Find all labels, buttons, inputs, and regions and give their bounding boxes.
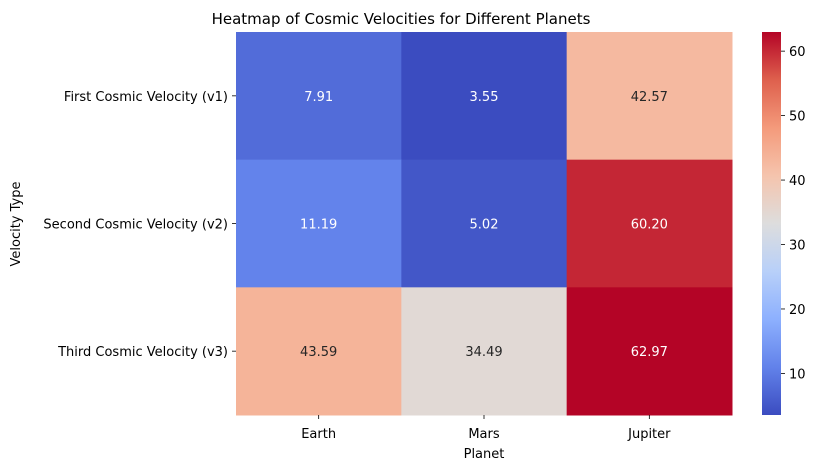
colorbar-tick-label: 60: [789, 45, 806, 60]
heatmap-cell: [236, 287, 402, 416]
colorbar-tick-label: 10: [789, 367, 806, 382]
colorbar-tick-label: 20: [789, 303, 806, 318]
y-tick-label: First Cosmic Velocity (v1): [64, 90, 228, 105]
heatmap-cell: [566, 159, 733, 288]
colorbar-ticks: 10 20 30 40 50 60: [781, 45, 806, 382]
cell-value-label: 11.19: [300, 218, 337, 233]
heatmap-cell: [236, 32, 402, 161]
y-axis-label: Velocity Type: [9, 182, 24, 267]
cell-value-label: 42.57: [631, 90, 668, 105]
colorbar-tick-label: 30: [789, 239, 806, 254]
y-tick-label: Second Cosmic Velocity (v2): [43, 218, 228, 233]
x-tick-label: Mars: [468, 427, 500, 442]
cell-value-label: 34.49: [465, 345, 502, 360]
x-tick-labels: Earth Mars Jupiter: [301, 415, 671, 442]
colorbar-tick-label: 50: [789, 110, 806, 125]
heatmap-cell: [401, 159, 568, 288]
heatmap-cell: [566, 287, 733, 416]
cell-value-label: 5.02: [470, 218, 499, 233]
cell-value-label: 3.55: [470, 90, 499, 105]
x-tick-label: Earth: [301, 427, 336, 442]
x-tick-label: Jupiter: [627, 427, 671, 442]
colorbar-tick-label: 40: [789, 174, 806, 189]
cell-value-label: 60.20: [631, 218, 668, 233]
colorbar: [762, 32, 781, 415]
heatmap-cell: [566, 32, 733, 161]
heatmap-cell: [401, 32, 568, 161]
heatmap-cell: [401, 287, 568, 416]
cell-value-label: 7.91: [304, 90, 333, 105]
y-tick-label: Third Cosmic Velocity (v3): [57, 345, 228, 360]
cell-value-label: 43.59: [300, 345, 337, 360]
y-tick-labels: First Cosmic Velocity (v1) Second Cosmic …: [43, 90, 236, 360]
cell-value-label: 62.97: [631, 345, 668, 360]
heatmap-cells: 7.91 3.55 42.57 11.19 5.02 60.20 43.59 34.49 62.…: [236, 32, 733, 416]
heatmap-cell: [236, 159, 402, 288]
x-axis-label: Planet: [464, 447, 505, 462]
chart-title: Heatmap of Cosmic Velocities for Differe…: [212, 10, 591, 28]
